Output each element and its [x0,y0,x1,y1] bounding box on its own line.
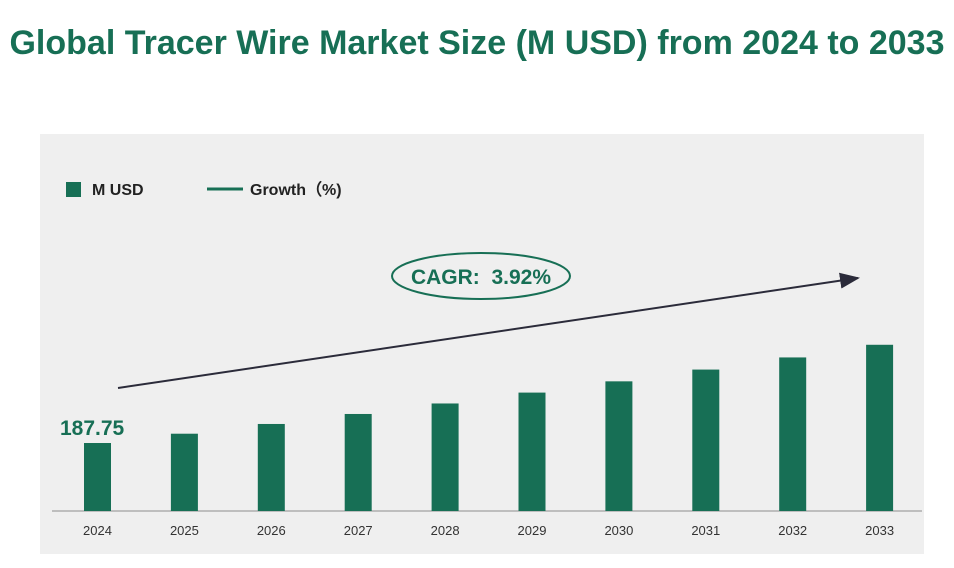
chart-title: Global Tracer Wire Market Size (M USD) f… [9,24,945,62]
growth-arrow [117,272,860,389]
x-tick-label-2030: 2030 [604,523,633,538]
bar-2028 [431,403,459,511]
x-tick-label-2024: 2024 [83,523,112,538]
first-value-label: 187.75 [60,417,125,440]
x-tick-label-2033: 2033 [865,523,894,538]
x-tick-label-2031: 2031 [691,523,720,538]
x-tick-labels: 2024 2025 2026 2027 2028 2029 2030 2031 2032 2033 [83,523,894,538]
x-tick-label-2026: 2026 [257,523,286,538]
x-tick-label-2032: 2032 [778,523,807,538]
cagr-label: CAGR: 3.92% [411,266,551,289]
x-tick-label-2025: 2025 [170,523,199,538]
bar-2033 [866,344,894,511]
legend-bar-swatch [66,182,81,197]
bar-2030 [605,381,633,511]
bar-2025 [170,433,198,511]
bar-2029 [518,392,546,511]
bar-2032 [779,357,807,511]
bar-2031 [692,369,720,511]
bar-2026 [257,423,285,511]
x-tick-label-2028: 2028 [431,523,460,538]
legend-line-label: Growth（%) [250,181,342,199]
legend-bar-label: M USD [92,182,144,199]
x-tick-label-2029: 2029 [518,523,547,538]
x-tick-label-2027: 2027 [344,523,373,538]
bars-group [84,344,894,511]
cagr-ellipse [391,252,571,300]
bar-2024 [84,443,111,511]
bar-2027 [344,413,372,511]
